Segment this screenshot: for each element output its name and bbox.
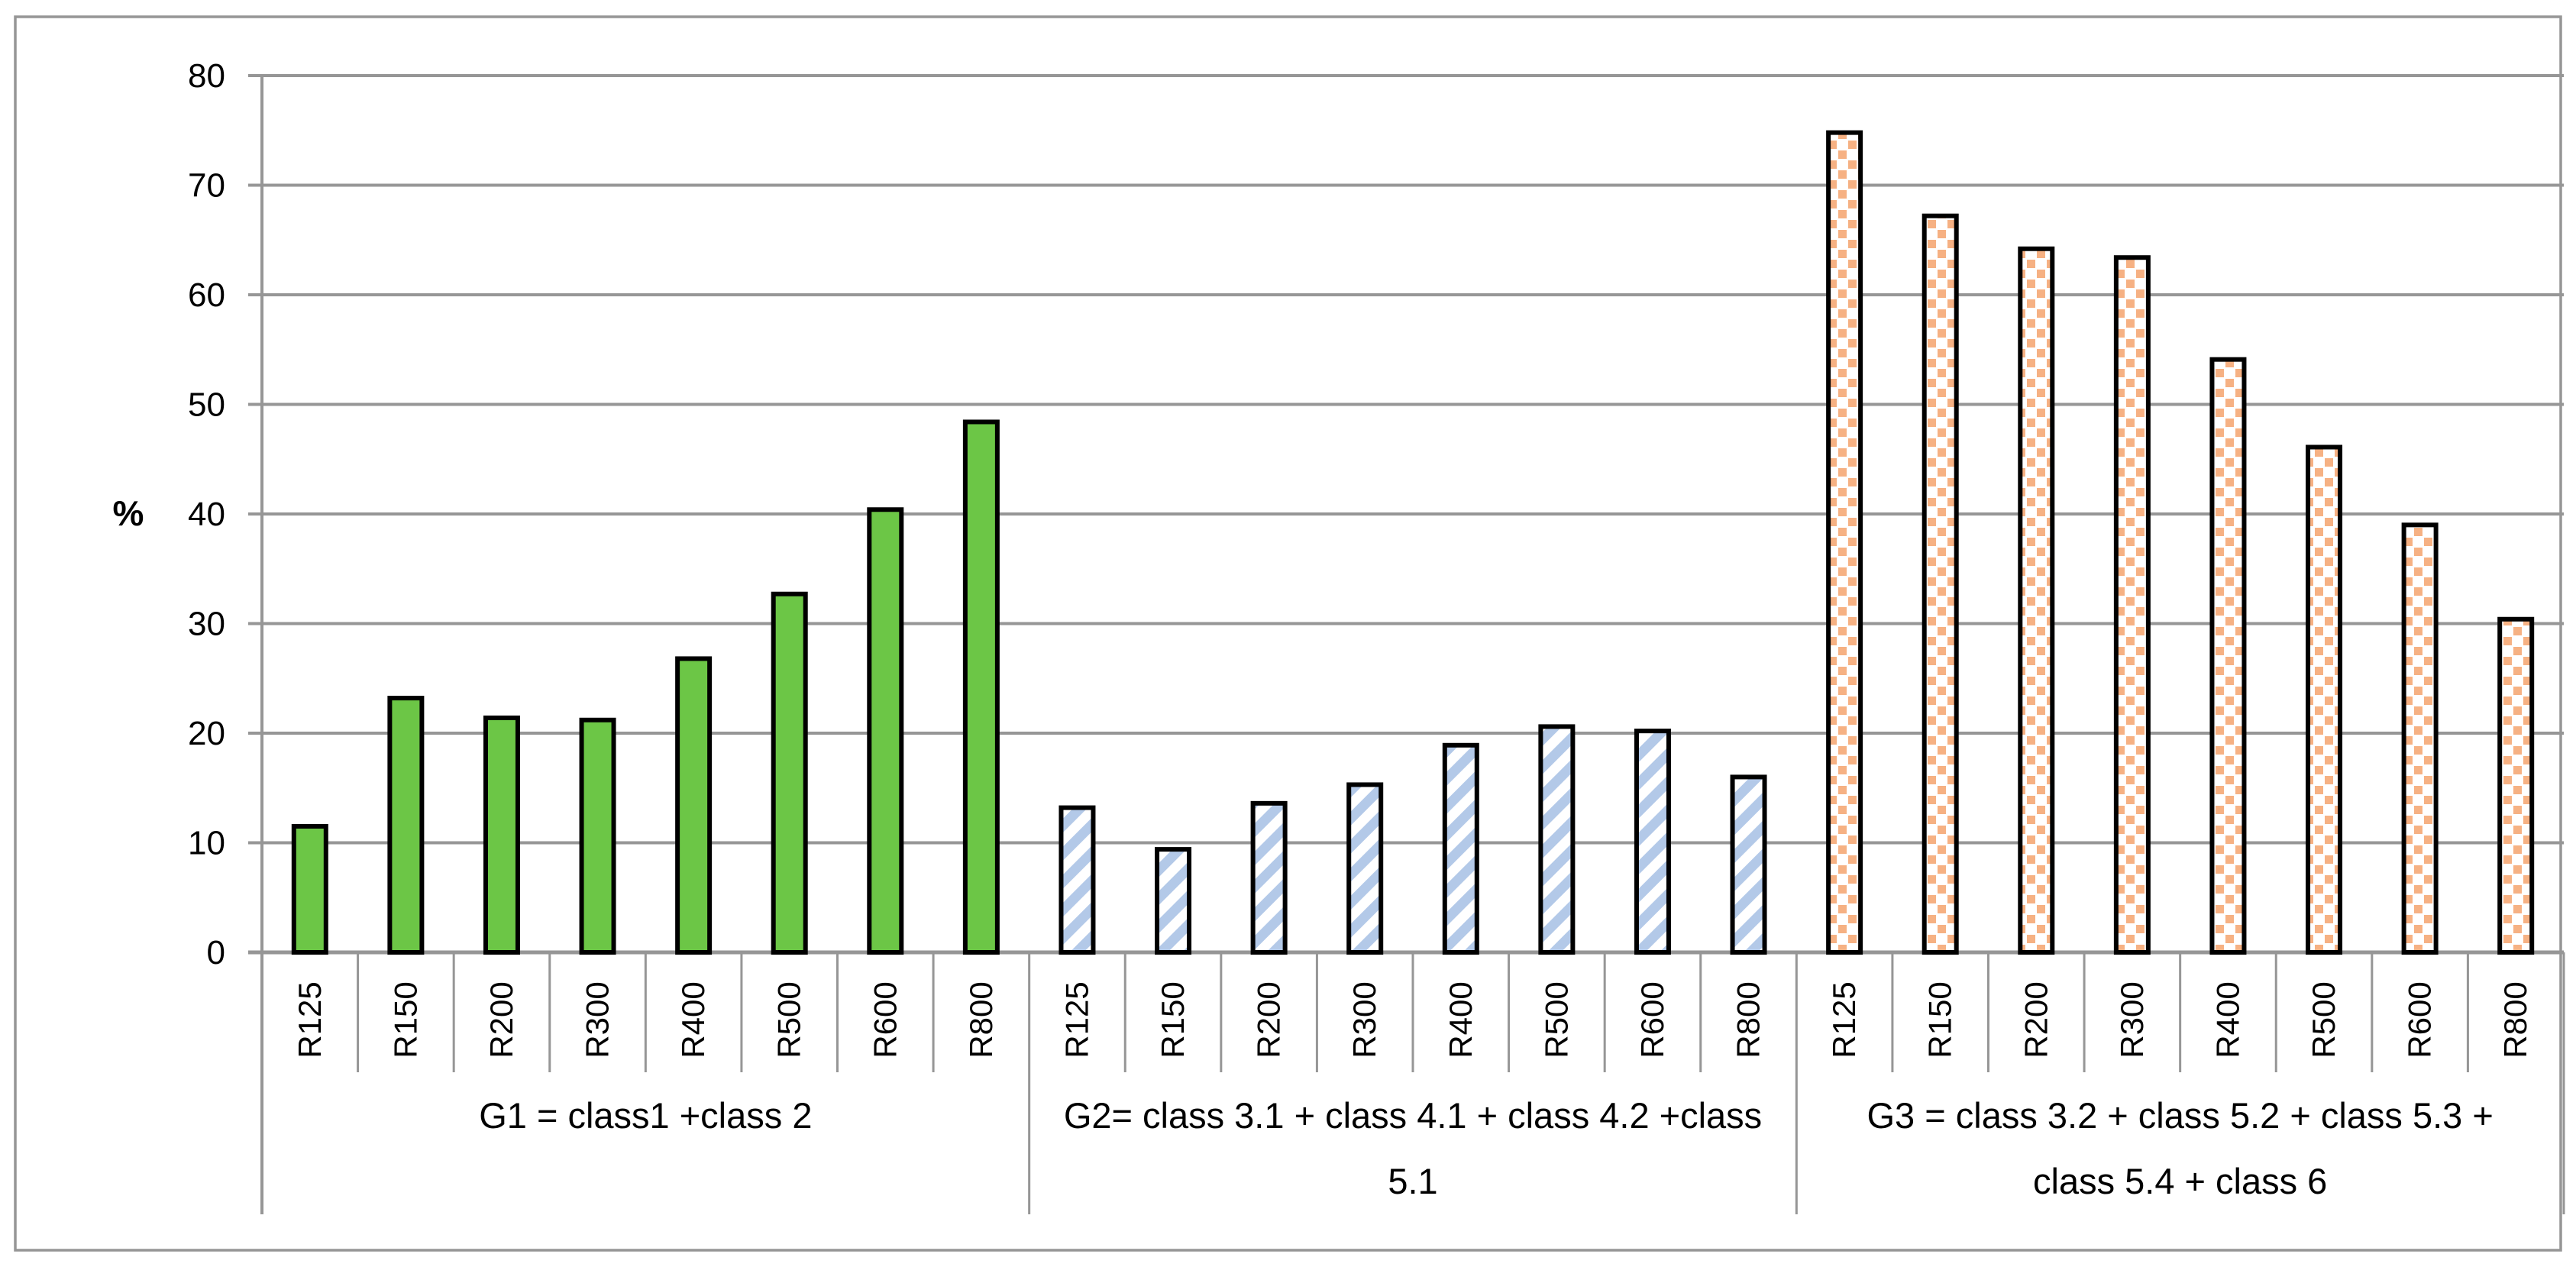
bar-G2-R125 <box>1059 805 1096 955</box>
x-tick-label-G1-R150: R150 <box>387 981 423 1058</box>
x-tick-label-G3-R150: R150 <box>1922 981 1958 1058</box>
bar-G2-R400 <box>1442 742 1479 955</box>
bar-G2-R200 <box>1250 800 1288 955</box>
y-tick-label-60: 60 <box>188 276 225 314</box>
x-tick-label-G2-R800: R800 <box>1731 981 1766 1058</box>
bar-G2-R500 <box>1538 724 1576 955</box>
y-tick-label-50: 50 <box>188 386 225 424</box>
bar-G3-R600 <box>2401 522 2439 955</box>
bar-G3-R800 <box>2497 616 2535 955</box>
x-tick-label-G3-R600: R600 <box>2402 981 2438 1058</box>
x-tick-label-G2-R500: R500 <box>1538 981 1574 1058</box>
y-tick-label-80: 80 <box>188 57 225 95</box>
y-tick-label-40: 40 <box>188 496 225 533</box>
x-tick-label-G2-R400: R400 <box>1443 981 1479 1058</box>
bar-G1-R300 <box>579 717 616 955</box>
x-tick-label-G1-R300: R300 <box>580 981 616 1058</box>
bar-G1-R150 <box>387 696 425 955</box>
group-label-G3-line2: class 5.4 + class 6 <box>2033 1161 2327 1201</box>
bar-G2-R300 <box>1346 782 1384 955</box>
bar-G1-R125 <box>291 823 328 955</box>
x-tick-label-G2-R200: R200 <box>1251 981 1287 1058</box>
group-label-G1-line1: G1 = class1 +class 2 <box>479 1095 812 1136</box>
y-tick-label-30: 30 <box>188 606 225 643</box>
bar-G1-R600 <box>867 507 904 955</box>
y-tick-label-20: 20 <box>188 715 225 752</box>
x-tick-label-G1-R600: R600 <box>867 981 903 1058</box>
bar-G1-R800 <box>962 419 1000 955</box>
x-tick-label-G1-R125: R125 <box>292 981 328 1058</box>
group-label-G2-line1: G2= class 3.1 + class 4.1 + class 4.2 +c… <box>1064 1095 1762 1136</box>
bar-G1-R400 <box>675 656 713 955</box>
bar-G2-R800 <box>1730 774 1767 955</box>
x-tick-label-G1-R500: R500 <box>771 981 807 1058</box>
x-tick-label-G2-R125: R125 <box>1059 981 1094 1058</box>
bar-G1-R200 <box>483 715 520 955</box>
bar-G2-R600 <box>1634 729 1671 955</box>
x-tick-label-G3-R200: R200 <box>2018 981 2054 1058</box>
x-tick-label-G1-R800: R800 <box>963 981 999 1058</box>
x-tick-label-G2-R150: R150 <box>1155 981 1191 1058</box>
y-tick-label-10: 10 <box>188 825 225 862</box>
bar-G2-R150 <box>1155 847 1192 955</box>
group-label-G2-line2: 5.1 <box>1388 1161 1437 1201</box>
y-tick-label-0: 0 <box>207 934 225 971</box>
x-tick-label-G3-R400: R400 <box>2209 981 2245 1058</box>
bar-G1-R500 <box>771 591 808 955</box>
group-label-G3-line1: G3 = class 3.2 + class 5.2 + class 5.3 + <box>1867 1095 2494 1136</box>
x-tick-label-G3-R800: R800 <box>2497 981 2533 1058</box>
y-tick-label-70: 70 <box>188 167 225 205</box>
x-tick-label-G1-R400: R400 <box>675 981 711 1058</box>
bar-G3-R150 <box>1921 213 1959 955</box>
bar-G3-R300 <box>2113 255 2151 955</box>
bar-G3-R400 <box>2209 357 2247 955</box>
y-axis-title: % <box>113 493 144 533</box>
bar-G3-R125 <box>1826 130 1863 955</box>
x-tick-label-G1-R200: R200 <box>483 981 519 1058</box>
bar-G3-R200 <box>2018 246 2055 955</box>
figure-border <box>14 15 2562 1252</box>
x-tick-label-G2-R600: R600 <box>1634 981 1670 1058</box>
bar-G3-R500 <box>2306 444 2343 955</box>
x-tick-label-G3-R300: R300 <box>2114 981 2150 1058</box>
x-tick-label-G3-R125: R125 <box>1826 981 1862 1058</box>
x-tick-label-G3-R500: R500 <box>2306 981 2342 1058</box>
x-tick-label-G2-R300: R300 <box>1346 981 1382 1058</box>
